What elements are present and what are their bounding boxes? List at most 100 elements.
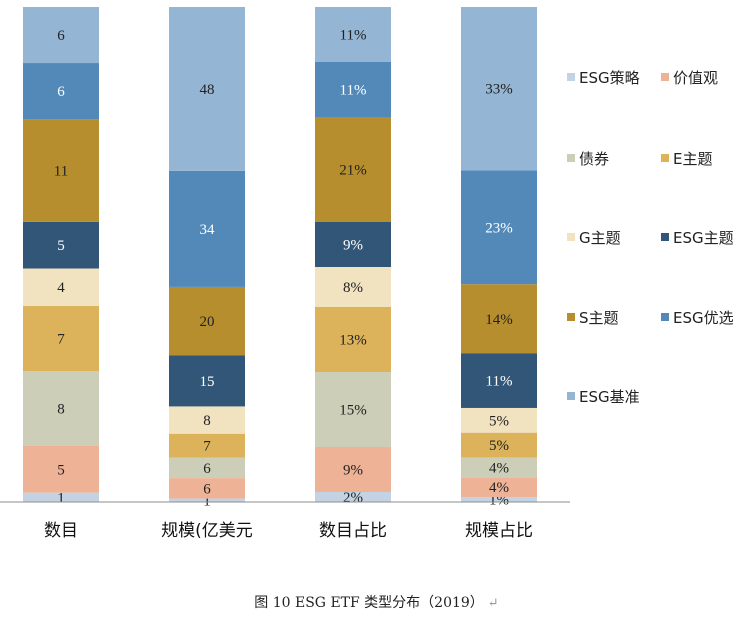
data-label: 6 bbox=[203, 461, 211, 477]
data-label: 33% bbox=[485, 82, 513, 98]
data-label: 23% bbox=[485, 220, 513, 236]
legend-label: E主题 bbox=[673, 150, 712, 168]
bar-segment bbox=[315, 492, 391, 502]
bar-segment bbox=[315, 222, 391, 267]
data-label: 8 bbox=[203, 413, 211, 429]
data-label: 1 bbox=[203, 493, 211, 509]
data-label: 6 bbox=[57, 28, 65, 44]
legend-swatch bbox=[567, 73, 575, 81]
data-label: 11% bbox=[340, 28, 367, 44]
bar-segment bbox=[169, 498, 245, 502]
bar-segment bbox=[23, 445, 99, 493]
data-label: 4% bbox=[489, 460, 509, 476]
legend-label: ESG主题 bbox=[673, 229, 734, 247]
legend-label: 债券 bbox=[579, 150, 609, 168]
bar-segment bbox=[461, 497, 537, 502]
data-label: 1 bbox=[57, 490, 65, 506]
bar-segment bbox=[315, 447, 391, 492]
legend-label: S主题 bbox=[579, 309, 619, 327]
caption-text: 图 10 ESG ETF 类型分布（2019） bbox=[254, 595, 484, 611]
legend-swatch bbox=[567, 154, 575, 162]
legend-swatch bbox=[567, 233, 575, 241]
bar-segment bbox=[169, 7, 245, 171]
category-label: 规模占比 bbox=[465, 521, 533, 541]
bar-segment bbox=[461, 170, 537, 285]
data-label: 15 bbox=[200, 374, 215, 390]
bar-segment bbox=[23, 119, 99, 222]
stacked-bar-chart: 158745116616678152034482%9%15%13%8%9%21%… bbox=[0, 7, 734, 541]
bar-segment bbox=[169, 457, 245, 479]
bar-segment bbox=[169, 170, 245, 287]
category-labels: 数目 规模(亿美元 数目占比 规模占比 bbox=[44, 521, 533, 541]
data-label: 6 bbox=[203, 481, 211, 497]
bar-segment bbox=[461, 7, 537, 171]
bar-segment bbox=[461, 353, 537, 408]
legend-swatch bbox=[661, 233, 669, 241]
data-label: 13% bbox=[339, 333, 367, 349]
bar-segment bbox=[315, 372, 391, 447]
data-label: 11 bbox=[54, 163, 68, 179]
bar-segment bbox=[461, 284, 537, 354]
legend-label: G主题 bbox=[579, 229, 621, 247]
bar-segment bbox=[461, 457, 537, 478]
legend-label: ESG基准 bbox=[579, 388, 640, 406]
data-label: 7 bbox=[203, 439, 211, 455]
data-label: 4% bbox=[489, 480, 509, 496]
bar-segment bbox=[169, 433, 245, 458]
data-label: 15% bbox=[339, 403, 367, 419]
figure-caption: 图 10 ESG ETF 类型分布（2019） ↵ bbox=[0, 592, 753, 612]
data-label: 6 bbox=[57, 84, 65, 100]
bar-segment bbox=[169, 355, 245, 407]
data-label: 8% bbox=[343, 280, 363, 296]
legend-swatch bbox=[567, 392, 575, 400]
legend-swatch bbox=[661, 73, 669, 81]
data-label: 34 bbox=[200, 222, 216, 238]
data-label: 8 bbox=[57, 402, 65, 418]
bar-segment bbox=[315, 7, 391, 62]
bar-segment bbox=[169, 478, 245, 499]
data-label: 2% bbox=[343, 490, 363, 506]
legend-swatch bbox=[661, 154, 669, 162]
data-label: 11% bbox=[486, 374, 513, 390]
data-label: 20 bbox=[200, 314, 215, 330]
data-label: 5% bbox=[489, 438, 509, 454]
legend-swatch bbox=[661, 313, 669, 321]
category-label: 数目占比 bbox=[319, 521, 387, 541]
legend-label: ESG优选 bbox=[673, 309, 734, 327]
bar-segment bbox=[169, 406, 245, 434]
data-label: 48 bbox=[200, 82, 215, 98]
bar-segment bbox=[461, 477, 537, 498]
data-label: 5 bbox=[57, 462, 65, 478]
data-label: 9% bbox=[343, 238, 363, 254]
data-label: 5 bbox=[57, 238, 65, 254]
bar-segment bbox=[461, 432, 537, 458]
bar-segment bbox=[315, 267, 391, 307]
bar-segment bbox=[23, 221, 99, 269]
data-label: 21% bbox=[339, 163, 367, 179]
bar-segment bbox=[461, 407, 537, 433]
bar-segment bbox=[23, 492, 99, 502]
legend-label: ESG策略 bbox=[579, 69, 640, 87]
bar-segment bbox=[23, 63, 99, 120]
bar-segment bbox=[315, 117, 391, 222]
bar-segment bbox=[23, 305, 99, 372]
bar-segment bbox=[23, 268, 99, 306]
data-label: 14% bbox=[485, 312, 513, 328]
data-label: 5% bbox=[489, 413, 509, 429]
bar-segment bbox=[315, 62, 391, 117]
legend-label: 价值观 bbox=[673, 69, 718, 87]
data-label: 4 bbox=[57, 280, 65, 296]
category-label: 数目 bbox=[44, 521, 78, 541]
bar-segment bbox=[23, 7, 99, 64]
data-label: 7 bbox=[57, 332, 65, 348]
bar-segment bbox=[315, 307, 391, 372]
data-label: 11% bbox=[340, 83, 367, 99]
bar-segment bbox=[169, 286, 245, 356]
legend-swatch bbox=[567, 313, 575, 321]
bar-segment bbox=[23, 371, 99, 446]
data-label: 9% bbox=[343, 463, 363, 479]
bars-group: 158745116616678152034482%9%15%13%8%9%21%… bbox=[23, 7, 537, 509]
paragraph-mark: ↵ bbox=[487, 596, 499, 611]
category-label: 规模(亿美元 bbox=[161, 521, 253, 541]
